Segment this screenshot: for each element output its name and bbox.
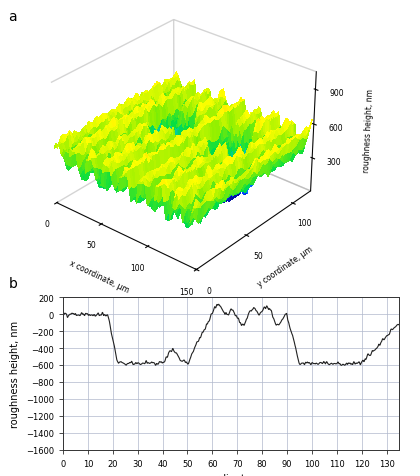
- Y-axis label: roughness height, nm: roughness height, nm: [10, 320, 20, 427]
- X-axis label: x coordinate, μm: x coordinate, μm: [189, 473, 273, 476]
- Text: a: a: [8, 10, 17, 23]
- Y-axis label: y coordinate, μm: y coordinate, μm: [256, 245, 315, 289]
- Text: b: b: [8, 276, 17, 290]
- X-axis label: x coordinate, μm: x coordinate, μm: [68, 258, 130, 294]
